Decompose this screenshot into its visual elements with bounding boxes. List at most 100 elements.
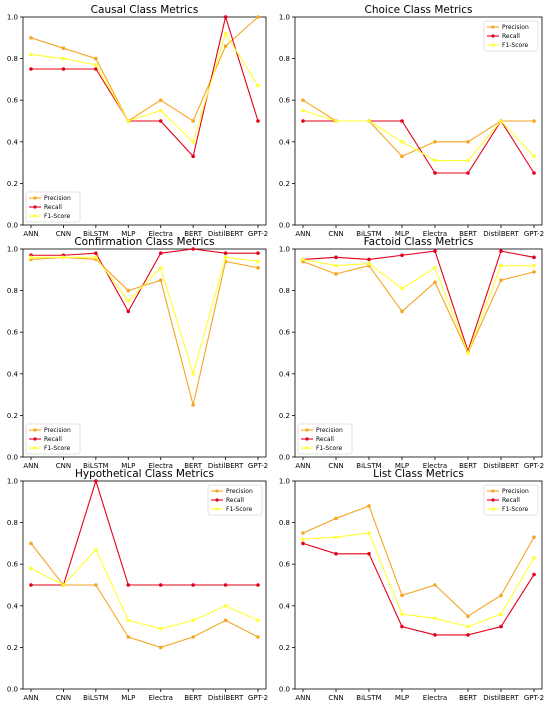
y-tick-label: 0.0 [7,686,18,694]
y-tick-label: 0.4 [7,370,19,378]
y-tick-label: 1.0 [279,478,290,486]
data-point-precision [256,635,260,639]
series-line-f1 [31,256,259,376]
data-point-precision [158,98,163,102]
plot-frame [22,16,267,226]
x-tick-label: MLP [121,462,135,470]
data-point-f1 [499,119,503,123]
data-point-f1 [466,158,470,163]
data-point-f1 [301,257,305,262]
series-line-recall [302,250,535,353]
chart-panel-5: Hypothetical Class Metrics 0.0 0.2 0.4 0.6 0.… [7,468,268,702]
data-point-f1 [223,31,228,36]
data-point-recall [256,251,260,255]
data-point-f1 [532,556,536,560]
x-tick-label: CNN [328,694,343,702]
x-tick-label: MLP [121,230,135,238]
data-point-f1 [126,119,131,123]
x-tick-label: BERT [459,694,478,702]
legend-marker-precision [215,489,219,493]
series-line-precision [30,16,259,122]
legend-label-precision: Precision [44,427,71,434]
legend-box [207,484,263,516]
chart-panel-1: Causal Class Metrics 0.0 0.2 0.4 0.6 0.8 1.0 AN… [7,4,268,238]
y-tick-label: 0.0 [279,454,290,462]
legend: Precision Recall F1-Score [483,20,539,52]
legend-marker-recall [33,205,37,209]
y-tick-label: 0.2 [7,644,18,652]
data-point-recall [433,633,437,637]
x-tick-label: ANN [295,462,310,470]
data-point-f1 [367,261,371,266]
y-tick-label: 0.8 [279,287,290,295]
data-point-precision [61,46,66,50]
series-line-precision [30,256,259,406]
y-tick-label: 0.4 [279,370,291,378]
legend-label-recall: Recall [44,436,62,443]
y-tick-label: 0.4 [279,602,291,610]
x-tick-label: Electra [423,694,447,702]
data-point-f1 [466,624,470,629]
data-point-precision [532,119,536,123]
x-tick-label: GPT-2 [248,694,268,702]
series-line-precision [302,260,535,355]
y-tick-label: 0.8 [7,55,18,63]
legend-marker-f1 [491,507,495,511]
data-point-f1 [256,618,260,623]
legend-box [297,423,353,455]
data-point-f1 [532,154,536,159]
y-tick-label: 0.8 [279,55,290,63]
data-point-recall [400,253,404,258]
x-tick-label: DistilBERT [483,230,519,238]
x-tick-label: GPT-2 [524,230,544,238]
data-point-f1 [191,140,195,144]
data-point-precision [466,140,470,144]
data-point-recall [400,624,404,629]
x-tick-label: DistilBERT [483,462,519,470]
data-point-precision [466,614,470,618]
x-tick-label: Electra [148,230,172,238]
data-point-f1 [433,158,437,163]
data-point-precision [94,583,98,587]
series-line-f1 [30,548,259,630]
data-point-recall [334,552,338,556]
data-point-f1 [29,255,33,260]
data-point-recall [158,583,163,587]
x-tick-label: BERT [459,230,478,238]
legend-label-precision: Precision [226,488,253,495]
plot-frame [22,480,267,690]
x-tick-label: CNN [56,462,71,470]
data-point-precision [433,280,437,285]
x-tick-label: ANN [23,230,38,238]
legend-marker-f1 [33,446,37,450]
x-tick-label: ANN [295,694,310,702]
x-tick-label: BERT [184,230,203,238]
data-point-precision [191,119,195,123]
data-point-recall [191,247,195,251]
chart-title: Causal Class Metrics [91,4,199,16]
legend: Precision Recall F1-Score [483,484,539,516]
data-point-f1 [400,612,404,616]
data-point-precision [400,309,404,314]
data-point-recall [29,67,33,71]
data-point-recall [94,479,98,483]
legend-marker-recall [33,437,37,441]
legend-marker-precision [305,428,309,432]
data-point-precision [158,278,163,283]
legend-label-f1: F1-Score [44,213,71,220]
legend: Precision Recall F1-Score [25,191,81,223]
y-tick-label: 1.0 [279,246,290,254]
legend-marker-recall [305,437,309,441]
data-point-f1 [400,286,404,291]
legend-marker-f1 [33,214,37,218]
legend-label-f1: F1-Score [502,42,529,49]
data-point-precision [334,516,338,521]
legend-label-f1: F1-Score [502,506,529,513]
x-tick-label: MLP [395,230,409,238]
legend-marker-recall [491,498,495,502]
x-tick-label: Electra [423,230,447,238]
x-tick-label: DistilBERT [208,230,244,238]
legend-marker-f1 [215,507,219,511]
